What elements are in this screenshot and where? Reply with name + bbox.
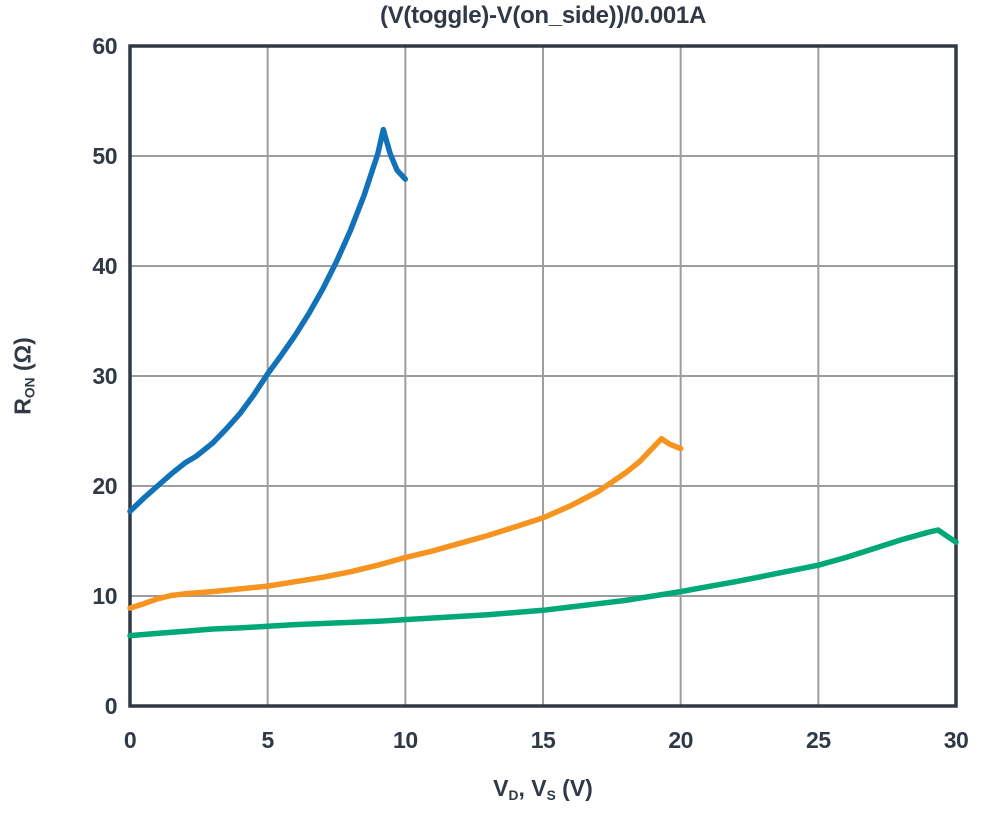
x-axis-label-unit: (V): [555, 775, 593, 801]
y-tick-label: 0: [105, 693, 117, 719]
x-axis-label-subscript-d: D: [508, 787, 519, 803]
y-tick-label: 40: [92, 253, 117, 279]
x-tick-label: 30: [944, 727, 969, 753]
y-axis-label: RON (Ω): [9, 337, 38, 415]
x-axis-label: VD, VS (V): [130, 775, 956, 803]
series-3-green: [127, 527, 959, 639]
y-tick-label: 50: [92, 143, 117, 169]
x-axis-label-subscript-s: S: [546, 787, 556, 803]
y-tick-label: 30: [92, 363, 117, 389]
y-axis-label-base: R: [9, 398, 36, 415]
x-tick-label: 15: [531, 727, 556, 753]
y-axis-label-unit: (Ω): [9, 337, 36, 378]
axis-frame: [128, 44, 958, 708]
x-axis-label-v2: , V: [518, 775, 547, 801]
y-tick-label: 60: [92, 33, 117, 59]
x-tick-label: 0: [124, 727, 136, 753]
series-1-blue: [127, 126, 409, 515]
x-tick-label: 5: [262, 727, 275, 753]
x-tick-label: 25: [806, 727, 831, 753]
x-tick-label: 10: [393, 727, 418, 753]
y-tick-label: 10: [92, 583, 117, 609]
series-2-orange: [127, 435, 684, 611]
x-tick-label: 20: [668, 727, 693, 753]
y-axis-label-subscript: ON: [22, 377, 38, 399]
chart-title: (V(toggle)-V(on_side))/0.001A: [380, 2, 706, 29]
y-tick-label: 20: [92, 473, 117, 499]
x-axis-label-v1: V: [493, 775, 509, 801]
